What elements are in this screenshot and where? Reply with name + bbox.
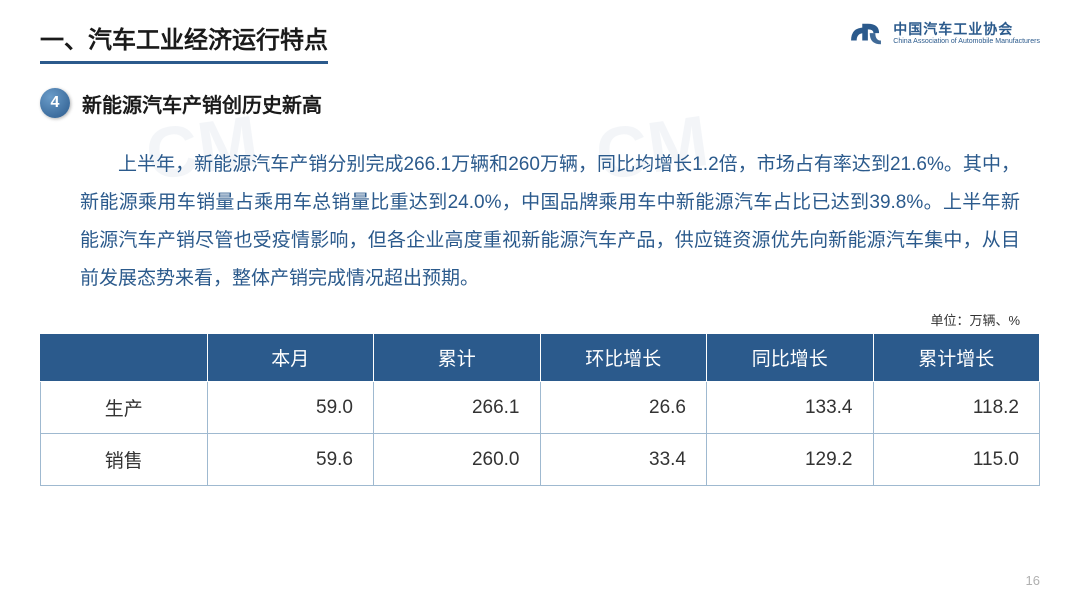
table-cell: 26.6 — [540, 382, 707, 434]
logo-icon — [847, 20, 885, 48]
table-header-cell: 本月 — [207, 334, 374, 382]
table-header-cell: 同比增长 — [707, 334, 874, 382]
data-table: 本月 累计 环比增长 同比增长 累计增长 生产 59.0 266.1 26.6 … — [40, 333, 1040, 486]
table-unit-label: 单位：万辆、% — [0, 298, 1080, 333]
table-row: 销售 59.6 260.0 33.4 129.2 115.0 — [41, 434, 1040, 486]
table-cell: 59.0 — [207, 382, 374, 434]
table-header-cell: 累计 — [374, 334, 541, 382]
section-title: 一、汽车工业经济运行特点 — [40, 20, 328, 64]
table-cell: 266.1 — [374, 382, 541, 434]
bullet-number: 4 — [40, 88, 70, 118]
table-row: 生产 59.0 266.1 26.6 133.4 118.2 — [41, 382, 1040, 434]
table-header-cell: 环比增长 — [540, 334, 707, 382]
table-cell: 115.0 — [873, 434, 1040, 486]
table-cell: 118.2 — [873, 382, 1040, 434]
subsection-header: 4 新能源汽车产销创历史新高 — [0, 64, 1080, 118]
org-logo: 中国汽车工业协会 China Association of Automobile… — [847, 20, 1040, 48]
table-header-cell — [41, 334, 208, 382]
table-cell: 129.2 — [707, 434, 874, 486]
page-number: 16 — [1026, 573, 1040, 588]
logo-text-en: China Association of Automobile Manufact… — [893, 38, 1040, 46]
table-cell: 33.4 — [540, 434, 707, 486]
table-header-row: 本月 累计 环比增长 同比增长 累计增长 — [41, 334, 1040, 382]
logo-text-cn: 中国汽车工业协会 — [893, 22, 1040, 37]
table-header-cell: 累计增长 — [873, 334, 1040, 382]
page-header: 一、汽车工业经济运行特点 中国汽车工业协会 China Association … — [0, 0, 1080, 64]
table-cell: 260.0 — [374, 434, 541, 486]
body-paragraph: 上半年，新能源汽车产销分别完成266.1万辆和260万辆，同比均增长1.2倍，市… — [0, 118, 1080, 298]
table-cell-label: 销售 — [41, 434, 208, 486]
subsection-title: 新能源汽车产销创历史新高 — [82, 89, 322, 118]
table-cell: 133.4 — [707, 382, 874, 434]
table-cell-label: 生产 — [41, 382, 208, 434]
table-cell: 59.6 — [207, 434, 374, 486]
